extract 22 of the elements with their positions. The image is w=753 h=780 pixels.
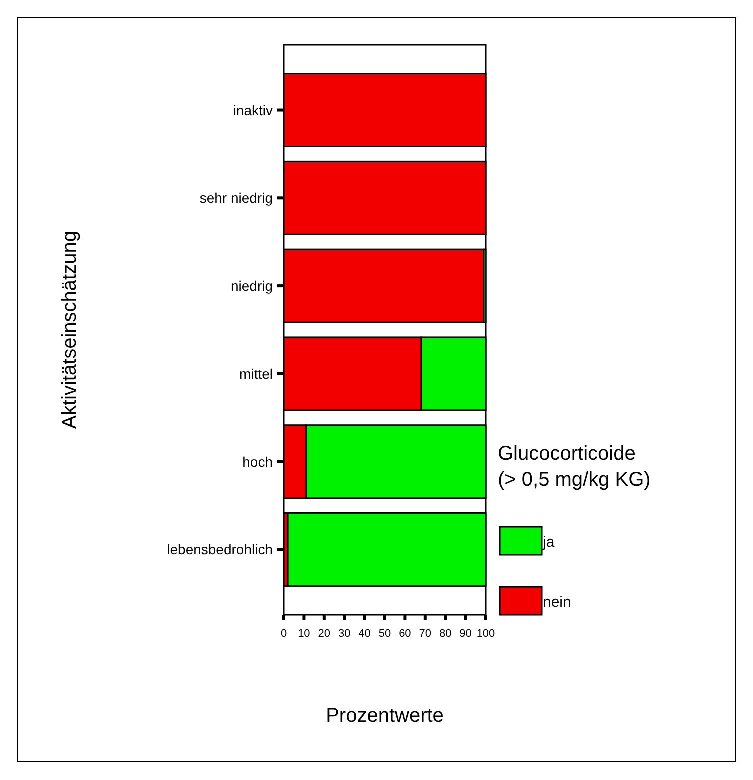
y-tick-label: niedrig — [230, 278, 273, 294]
x-tick-label: 60 — [399, 628, 412, 640]
x-tick-label: 20 — [318, 628, 331, 640]
x-tick-label: 100 — [476, 628, 496, 640]
x-tick-label: 50 — [378, 628, 392, 640]
y-tick-label: mittel — [240, 366, 273, 382]
y-tick-label: hoch — [242, 454, 273, 470]
x-tick-label: 10 — [298, 628, 310, 640]
x-tick-label: 30 — [338, 628, 351, 640]
x-tick-label: 0 — [280, 628, 288, 640]
x-axis-title: Prozentwerte — [326, 705, 444, 727]
legend-title: Glucocorticoide (> 0,5 mg/kg KG) — [498, 443, 651, 491]
x-tick-label: 80 — [439, 628, 452, 640]
legend-label: nein — [543, 594, 572, 611]
x-tick-label: 40 — [358, 628, 371, 640]
y-tick-label: sehr niedrig — [200, 190, 273, 206]
y-tick-label: inaktiv — [233, 102, 273, 118]
legend-label: ja — [542, 534, 556, 551]
x-tick-label: 90 — [460, 628, 472, 640]
y-axis-title: Aktivitätseinschätzung — [59, 231, 81, 429]
x-tick-label: 70 — [419, 628, 432, 640]
y-tick-label: lebensbedrohlich — [167, 542, 273, 558]
